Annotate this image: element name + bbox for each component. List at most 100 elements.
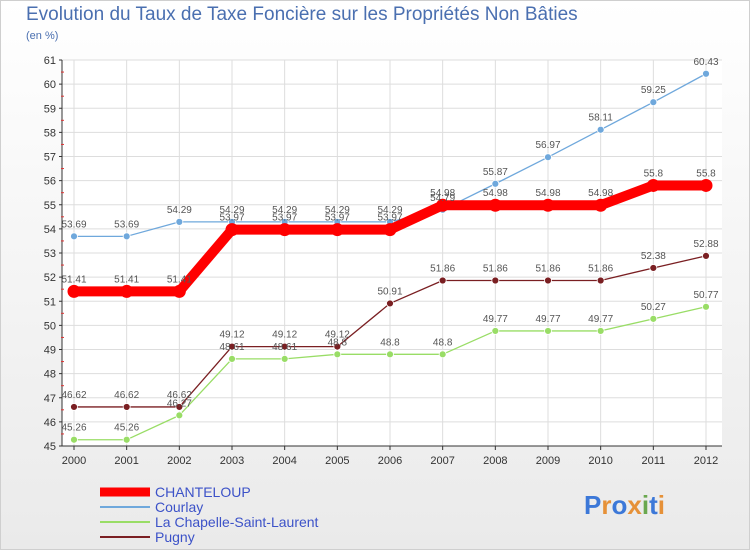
data-label: 49.77 [535, 314, 560, 325]
data-label: 49.12 [219, 330, 244, 341]
data-label: 54.98 [535, 188, 560, 199]
data-point [649, 98, 658, 107]
data-point [544, 327, 552, 335]
y-tick-label: 49 [44, 345, 56, 357]
y-tick-label: 48 [44, 369, 56, 381]
data-point [491, 179, 500, 188]
series-la-chapelle-saint-laurent [70, 302, 710, 444]
data-point [541, 198, 555, 212]
data-label: 53.69 [114, 219, 139, 230]
data-label: 49.12 [325, 330, 350, 341]
data-point [175, 411, 184, 420]
data-label: 55.87 [483, 167, 508, 178]
data-label: 46.62 [61, 390, 86, 401]
data-point [699, 178, 713, 192]
y-tick-label: 57 [44, 152, 56, 164]
data-label: 59.25 [641, 85, 666, 96]
data-label: 58.11 [589, 113, 614, 124]
data-label: 54.29 [219, 205, 244, 216]
x-tick-label: 2010 [588, 455, 612, 467]
data-label: 54.98 [483, 188, 508, 199]
data-label: 52.88 [693, 239, 718, 250]
data-point [333, 342, 342, 351]
data-point [70, 435, 78, 444]
x-tick-label: 2011 [642, 455, 666, 467]
data-point [175, 217, 184, 226]
data-point [491, 276, 500, 285]
data-label: 48.61 [219, 342, 244, 353]
data-point [649, 264, 658, 272]
legend-label: Pugny [155, 529, 195, 545]
data-label: 48.8 [433, 337, 453, 348]
data-point [67, 284, 81, 298]
data-label: 52.38 [641, 251, 666, 262]
data-point [172, 284, 186, 298]
data-point [596, 125, 605, 134]
data-point [544, 276, 552, 285]
data-label: 51.41 [114, 274, 139, 285]
data-label: 50.77 [693, 290, 718, 301]
data-label: 49.77 [483, 314, 508, 325]
x-tick-label: 2001 [114, 455, 138, 467]
data-point [436, 198, 450, 212]
data-label: 48.8 [328, 337, 348, 348]
series-pugny [70, 251, 710, 411]
data-label: 54.29 [167, 205, 192, 216]
data-label: 55.8 [644, 168, 664, 179]
data-point [228, 355, 236, 363]
chart-title: Evolution du Taux de Taxe Foncière sur l… [26, 4, 578, 25]
data-point [175, 403, 184, 411]
data-point [702, 69, 710, 78]
data-label: 54.29 [325, 205, 350, 216]
data-point [278, 223, 292, 237]
data-label: 48.8 [380, 337, 400, 348]
data-point [438, 276, 447, 285]
data-label: 53.97 [272, 213, 297, 224]
data-label: 51.86 [430, 264, 455, 275]
data-point [596, 327, 605, 335]
data-point [491, 327, 500, 335]
data-point [702, 302, 710, 311]
data-label: 46.27 [167, 398, 192, 409]
y-tick-label: 60 [44, 79, 56, 91]
x-tick-label: 2008 [483, 455, 507, 467]
data-point [122, 232, 131, 241]
y-tick-label: 50 [44, 320, 56, 332]
data-point [122, 435, 131, 444]
x-tick-label: 2007 [430, 455, 454, 467]
logo-letter: o [611, 490, 628, 520]
data-point [594, 198, 608, 212]
y-tick-label: 53 [44, 248, 56, 260]
data-point [646, 178, 660, 192]
x-tick-label: 2003 [220, 455, 244, 467]
data-label: 54.29 [272, 205, 297, 216]
data-label: 56.97 [535, 140, 560, 151]
data-label: 50.91 [377, 286, 402, 297]
data-point [702, 251, 710, 260]
y-tick-label: 51 [44, 296, 56, 308]
chart-unit-label: (en %) [26, 30, 59, 42]
data-label: 55.8 [696, 168, 716, 179]
data-label: 51.86 [535, 264, 560, 275]
data-label: 48.61 [272, 342, 297, 353]
x-tick-label: 2000 [62, 455, 86, 467]
data-label: 51.41 [61, 274, 86, 285]
data-point [70, 232, 78, 241]
y-tick-label: 61 [44, 55, 56, 67]
data-point [280, 355, 289, 363]
y-tick-label: 52 [44, 272, 56, 284]
data-label: 53.97 [219, 213, 244, 224]
data-label: 53.97 [325, 213, 350, 224]
logo-letter: P [584, 490, 602, 520]
data-label: 50.27 [641, 302, 666, 313]
data-point [120, 284, 134, 298]
data-label: 45.26 [61, 423, 86, 434]
data-label: 54.98 [430, 188, 455, 199]
data-point [438, 350, 447, 359]
data-point [386, 299, 394, 308]
y-tick-label: 45 [44, 441, 56, 453]
y-tick-label: 55 [44, 200, 56, 212]
data-point [649, 314, 658, 323]
logo-letter: r [601, 490, 612, 520]
